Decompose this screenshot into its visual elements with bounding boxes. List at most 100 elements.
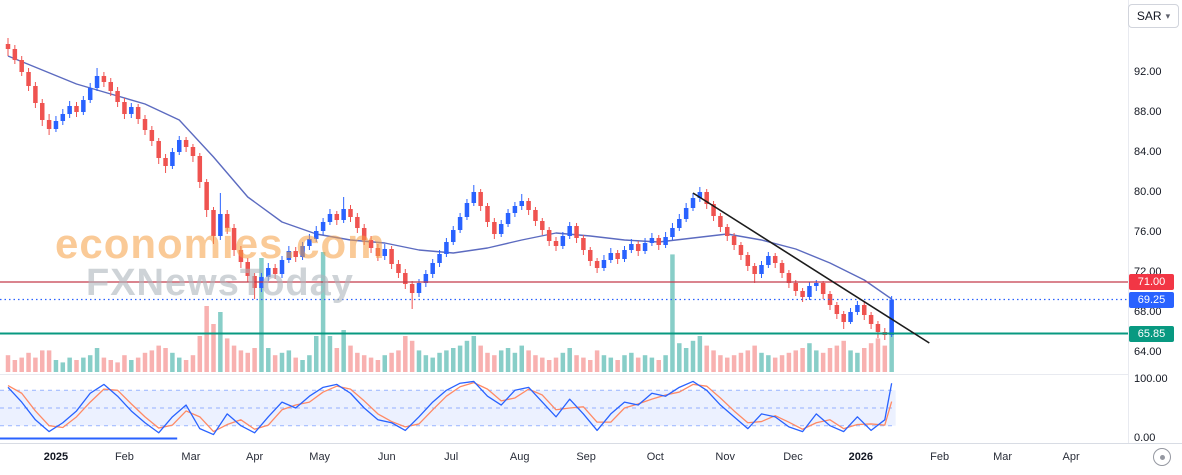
candle-body: [94, 76, 100, 88]
candle-body: [807, 286, 812, 297]
candle-body: [841, 314, 846, 322]
volume-bar: [457, 345, 463, 372]
candle-body: [855, 305, 860, 312]
volume-bar: [252, 348, 257, 372]
candle-body: [156, 141, 161, 158]
volume-bar: [156, 345, 161, 372]
candle-body: [772, 256, 778, 263]
price-badge-71.00: 71.00: [1129, 274, 1174, 290]
candle-body: [594, 261, 600, 268]
time-label-Apr: Apr: [1062, 451, 1080, 463]
candle-body: [286, 251, 292, 260]
volume-bar: [211, 324, 216, 372]
price-axis[interactable]: 92.00 88.00 84.00 80.00 76.00 72.00 68.00 64.00…: [1129, 0, 1182, 444]
target-icon[interactable]: [1153, 448, 1171, 466]
volume-bar: [307, 355, 312, 372]
volume-bar: [430, 357, 435, 372]
volume-bar: [581, 357, 586, 372]
volume-bar: [642, 355, 648, 372]
candle-body: [211, 210, 216, 236]
candle-body: [766, 256, 771, 265]
chevron-down-icon: ▾: [1165, 10, 1171, 21]
volume-bar: [546, 360, 552, 372]
volume-bar: [33, 357, 38, 372]
time-axis[interactable]: 2025 Feb Mar Apr May Jun Jul Aug Sep Oct Nov Dec 202…: [0, 444, 1182, 475]
candle-body: [53, 121, 59, 129]
candle-body: [266, 268, 271, 277]
candle-body: [834, 305, 840, 314]
candle-body: [149, 130, 155, 141]
volume-bar: [19, 357, 24, 372]
candle-body: [300, 246, 305, 257]
volume-bar: [286, 350, 292, 372]
volume-bar: [766, 355, 771, 372]
price-badge-65.85: 65.85: [1129, 325, 1174, 342]
candle-body: [81, 100, 86, 112]
volume-bar: [122, 355, 127, 372]
volume-bar: [327, 336, 333, 372]
candle-body: [218, 214, 223, 236]
volume-bar: [266, 348, 271, 372]
currency-dropdown[interactable]: SAR ▾: [1128, 4, 1179, 28]
time-label-Dec: Dec: [783, 451, 803, 463]
candle-body: [101, 76, 107, 82]
volume-bar: [779, 355, 785, 372]
volume-bar: [314, 336, 319, 372]
volume-bar: [656, 360, 661, 372]
price-tick: 68.00: [1134, 306, 1162, 318]
oscillator-tick: 0.00: [1134, 431, 1156, 444]
price-tick: 80.00: [1134, 186, 1162, 198]
candle-body: [800, 291, 805, 297]
candle-body: [663, 237, 668, 245]
candle-body: [553, 241, 559, 246]
volume-bar: [26, 352, 31, 372]
candle-body: [40, 103, 45, 120]
candle-body: [786, 273, 792, 283]
candle-body: [464, 203, 470, 217]
candle-body: [451, 230, 456, 242]
volume-bar: [574, 355, 579, 372]
candle-body: [889, 299, 894, 335]
candle-body: [820, 283, 826, 294]
volume-bar: [300, 360, 305, 372]
volume-bar: [101, 357, 107, 372]
volume-bar: [875, 338, 881, 372]
volume-bar: [725, 357, 730, 372]
volume-bar: [711, 350, 716, 372]
candle-body: [512, 206, 518, 213]
volume-bar: [396, 350, 401, 372]
volume-bar: [704, 345, 709, 372]
candle-body: [375, 248, 381, 256]
candle-body: [745, 255, 751, 266]
candle-body: [272, 268, 278, 274]
candle-body: [779, 263, 785, 273]
stochastic-d-line: [7, 381, 893, 433]
candle-body: [588, 250, 593, 261]
volume-bar: [718, 355, 723, 372]
candle-body: [814, 283, 819, 286]
candle-body: [697, 192, 703, 198]
volume-bar: [67, 357, 72, 372]
candle-body: [642, 243, 648, 251]
candle-body: [204, 182, 209, 210]
volume-bar: [108, 360, 113, 372]
volume-bar: [492, 355, 497, 372]
candle-body: [718, 216, 723, 227]
candle-body: [485, 206, 490, 222]
volume-bar: [848, 350, 853, 372]
volume-bar: [526, 350, 531, 372]
candle-body: [533, 210, 538, 221]
candle-body: [108, 82, 113, 91]
volume-bar: [142, 352, 148, 372]
trendline[interactable]: [692, 192, 930, 344]
candle-body: [862, 305, 867, 315]
candle-body: [690, 198, 696, 208]
volume-bar: [403, 336, 408, 372]
candle-body: [615, 253, 620, 259]
volume-bar: [464, 340, 470, 372]
volume-bar: [423, 355, 429, 372]
candle-body: [129, 107, 134, 114]
candle-body: [683, 208, 689, 219]
volume-bar: [163, 348, 168, 372]
